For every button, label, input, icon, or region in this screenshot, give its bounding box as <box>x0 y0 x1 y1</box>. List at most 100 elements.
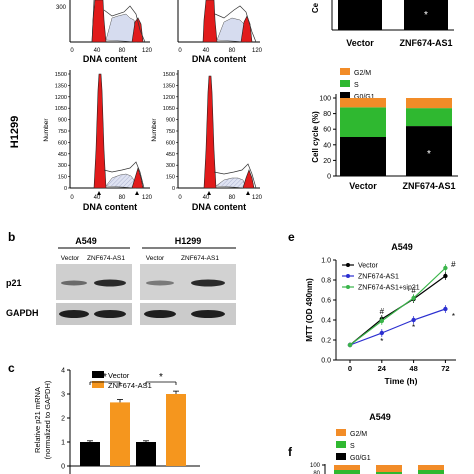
panel-f-title: A549 <box>369 412 391 422</box>
e-y-tick: 0.6 <box>321 298 331 305</box>
blot-group-a549: A549 <box>75 236 97 246</box>
flow-y-tick: 1350 <box>163 83 175 89</box>
d-y-tick: 40 <box>323 142 331 149</box>
blot-band <box>146 280 174 286</box>
svg-text:Vector: Vector <box>346 38 374 48</box>
c-annotation: * <box>159 372 163 383</box>
e-annotation: * <box>380 337 383 346</box>
e-series-line <box>349 267 446 346</box>
c-y-tick: 4 <box>61 368 65 375</box>
flow-ylabel-left: Number <box>43 118 50 142</box>
e-x-tick: 0 <box>348 364 352 373</box>
flow-xlabel-top-left: DNA content <box>83 54 137 64</box>
svg-text:*: * <box>424 10 428 21</box>
e-legend-label: ZNF674-AS1 <box>358 274 399 281</box>
blot-group-h1299: H1299 <box>175 236 202 246</box>
svg-text:120: 120 <box>252 48 263 54</box>
e-annotation: # <box>380 307 385 316</box>
blot-lane-4: ZNF674-AS1 <box>181 255 219 262</box>
flow-y-tick: 150 <box>166 175 175 181</box>
d-category-label: Vector <box>349 181 377 191</box>
flow-y-tick: 750 <box>166 129 175 135</box>
e-annotation: # <box>451 260 456 269</box>
svg-text:80: 80 <box>119 195 126 201</box>
flow-y-tick: 750 <box>58 129 67 135</box>
flow-y-tick: 300 <box>166 163 175 169</box>
panel-label-c: c <box>8 361 15 375</box>
flow-x-ticks-top: 0 40 80 120 0 40 80 120 <box>70 48 262 54</box>
d-y-tick: 20 <box>323 158 331 165</box>
svg-text:0: 0 <box>178 195 182 201</box>
d-bar-segment <box>340 137 386 176</box>
flow-histogram-top-left: 300 <box>56 0 150 43</box>
cell-cycle-chart-d: 0 20 40 60 80 100 Cell cycle (%) Vector ZNF674-A… <box>311 94 458 191</box>
svg-text:40: 40 <box>94 48 101 54</box>
e-y-tick: 0.2 <box>321 338 331 345</box>
d-annotation: * <box>427 149 431 160</box>
e-series-line <box>349 308 446 346</box>
flow-y-tick: 1500 <box>163 72 175 78</box>
c-y-tick: 1 <box>61 440 65 447</box>
flow-y-tick: 0 <box>172 186 175 192</box>
svg-text:G2/M: G2/M <box>354 70 371 77</box>
d-bar-segment <box>340 98 386 108</box>
e-point <box>443 265 448 271</box>
panel-label-e: e <box>288 230 295 244</box>
flow-histogram-h1299-left: 0 150 300 450 600 750 900 1050 1200 1350 1500 <box>55 70 150 195</box>
e-y-tick: 0.4 <box>321 318 331 325</box>
svg-text:S: S <box>350 443 355 450</box>
d-y-tick: 0 <box>327 174 331 181</box>
flow-ylabel-right: Number <box>151 118 158 142</box>
e-xlabel: Time (h) <box>385 376 418 386</box>
e-x-tick: 48 <box>409 364 417 373</box>
d-y-tick: 80 <box>323 111 331 118</box>
e-legend-label: ZNF674-AS1+sip21 <box>358 285 420 292</box>
c-y-tick: 0 <box>61 464 65 471</box>
d-bar-segment <box>406 126 452 176</box>
e-title: A549 <box>391 242 413 252</box>
e-ylabel: MTT (OD 490nm) <box>305 278 314 342</box>
panel-label-b: b <box>8 230 15 244</box>
svg-text:120: 120 <box>252 195 263 201</box>
blot-band <box>144 310 176 318</box>
d-bar-segment <box>406 98 452 109</box>
d-category-label: ZNF674-AS1 <box>402 181 455 191</box>
e-y-tick: 0.8 <box>321 278 331 285</box>
flow-y-tick: 600 <box>166 140 175 146</box>
flow-row-label: H1299 <box>9 116 21 148</box>
flow-y-tick: 0 <box>64 186 67 192</box>
flow-y-tick: 150 <box>58 175 67 181</box>
svg-text:120: 120 <box>142 48 153 54</box>
svg-text:80: 80 <box>229 48 236 54</box>
e-point <box>379 330 384 336</box>
e-y-tick: 0.0 <box>321 358 331 365</box>
e-point <box>411 317 416 323</box>
d-y-tick: 100 <box>319 96 331 103</box>
flow-x-ticks: 0 40 80 120 0 40 80 120 <box>70 195 262 201</box>
c-ylabel-1: Relative p21 mRNA <box>33 387 42 453</box>
svg-text:40: 40 <box>203 48 210 54</box>
e-point <box>443 273 448 279</box>
cell-cycle-legend: G2/M S G0/G1 <box>340 68 375 101</box>
flow-y-tick: 1500 <box>55 72 67 78</box>
svg-text:80: 80 <box>313 471 320 474</box>
blot-row-gapdh: GAPDH <box>6 308 39 318</box>
d-bar-segment <box>340 107 386 137</box>
flow-y-tick: 300 <box>58 163 67 169</box>
c-legend-vector: Vector <box>108 371 130 380</box>
svg-text:120: 120 <box>142 195 153 201</box>
flow-xlabel-bottom-left: DNA content <box>83 202 137 212</box>
p21-mrna-bar-chart: 0 1 2 3 4 Relative p21 mRNA (normalized to GAP… <box>33 368 200 474</box>
c-annotation: * <box>103 372 107 383</box>
blot-band <box>61 280 87 286</box>
e-point <box>411 295 416 301</box>
flow-y-tick: 1350 <box>55 83 67 89</box>
c-y-tick: 2 <box>61 416 65 423</box>
e-point <box>347 342 353 348</box>
flow-xlabel-bottom-right: DNA content <box>192 202 246 212</box>
blot-lane-2: ZNF674-AS1 <box>87 255 125 262</box>
c-bar <box>110 402 130 466</box>
svg-text:80: 80 <box>119 48 126 54</box>
blot-band <box>59 310 89 318</box>
panel-f-chart: 100 80 <box>310 463 444 474</box>
